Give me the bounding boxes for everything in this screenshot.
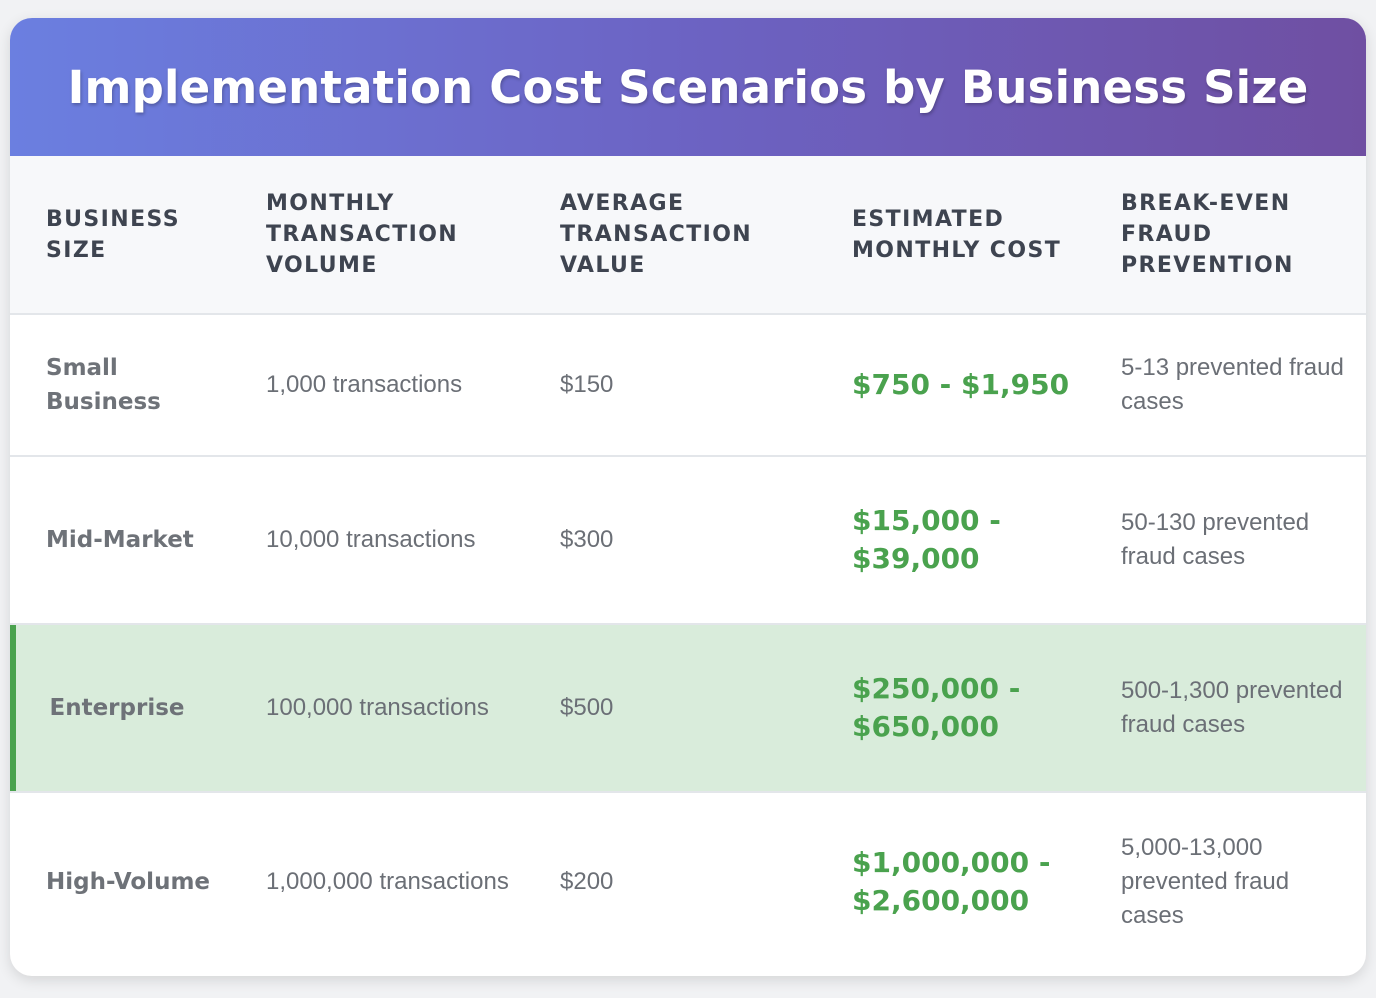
estimated-cost-cell: $1,000,000 - $2,600,000 bbox=[852, 845, 1051, 917]
average-value-cell: $150 bbox=[560, 371, 614, 398]
break-even-cell: 5-13 prevented fraud cases bbox=[1121, 354, 1344, 415]
break-even-cell: 500-1,300 prevented fraud cases bbox=[1121, 677, 1343, 738]
table-row: Small Business 1,000 transactions $150 $… bbox=[10, 314, 1366, 456]
break-even-cell: 5,000-13,000 prevented fraud cases bbox=[1121, 833, 1290, 929]
cost-scenarios-table: Business Size Monthly Transaction Volume… bbox=[10, 156, 1366, 970]
volume-cell: 100,000 transactions bbox=[266, 694, 489, 721]
page-title: Implementation Cost Scenarios by Busines… bbox=[67, 60, 1309, 114]
cost-scenarios-card: Implementation Cost Scenarios by Busines… bbox=[10, 18, 1366, 976]
break-even-cell: 50-130 prevented fraud cases bbox=[1121, 509, 1310, 570]
estimated-cost-cell: $250,000 - $650,000 bbox=[852, 672, 1021, 743]
business-size-cell: Mid-Market bbox=[46, 527, 194, 553]
table-body: Small Business 1,000 transactions $150 $… bbox=[10, 314, 1366, 970]
estimated-cost-cell: $750 - $1,950 bbox=[852, 368, 1070, 401]
business-size-cell: Small Business bbox=[46, 355, 161, 415]
column-header-break-even: Break-Even Fraud Prevention bbox=[1121, 191, 1294, 278]
volume-cell: 1,000,000 transactions bbox=[266, 867, 509, 895]
table-row: High-Volume 1,000,000 transactions $200 … bbox=[10, 792, 1366, 970]
column-header-estimated-cost: Estimated Monthly Cost bbox=[852, 206, 1062, 263]
table-header-row: Business Size Monthly Transaction Volume… bbox=[10, 156, 1366, 314]
column-header-monthly-volume: Monthly Transaction Volume bbox=[266, 191, 459, 278]
column-header-business-size: Business Size bbox=[46, 206, 181, 263]
average-value-cell: $300 bbox=[560, 526, 614, 553]
estimated-cost-cell: $15,000 - $39,000 bbox=[852, 504, 1001, 575]
volume-cell: 1,000 transactions bbox=[266, 371, 463, 398]
business-size-cell: Enterprise bbox=[10, 624, 230, 792]
column-header-average-value: Average Transaction Value bbox=[560, 191, 753, 278]
average-value-cell: $200 bbox=[560, 867, 614, 895]
table-row-highlighted: Enterprise 100,000 transactions $500 $25… bbox=[10, 624, 1366, 792]
business-size-cell: High-Volume bbox=[46, 868, 211, 895]
table-header: Business Size Monthly Transaction Volume… bbox=[10, 156, 1366, 314]
card-header: Implementation Cost Scenarios by Busines… bbox=[10, 18, 1366, 156]
table-row: Mid-Market 10,000 transactions $300 $15,… bbox=[10, 456, 1366, 624]
volume-cell: 10,000 transactions bbox=[266, 526, 476, 553]
average-value-cell: $500 bbox=[560, 694, 614, 721]
